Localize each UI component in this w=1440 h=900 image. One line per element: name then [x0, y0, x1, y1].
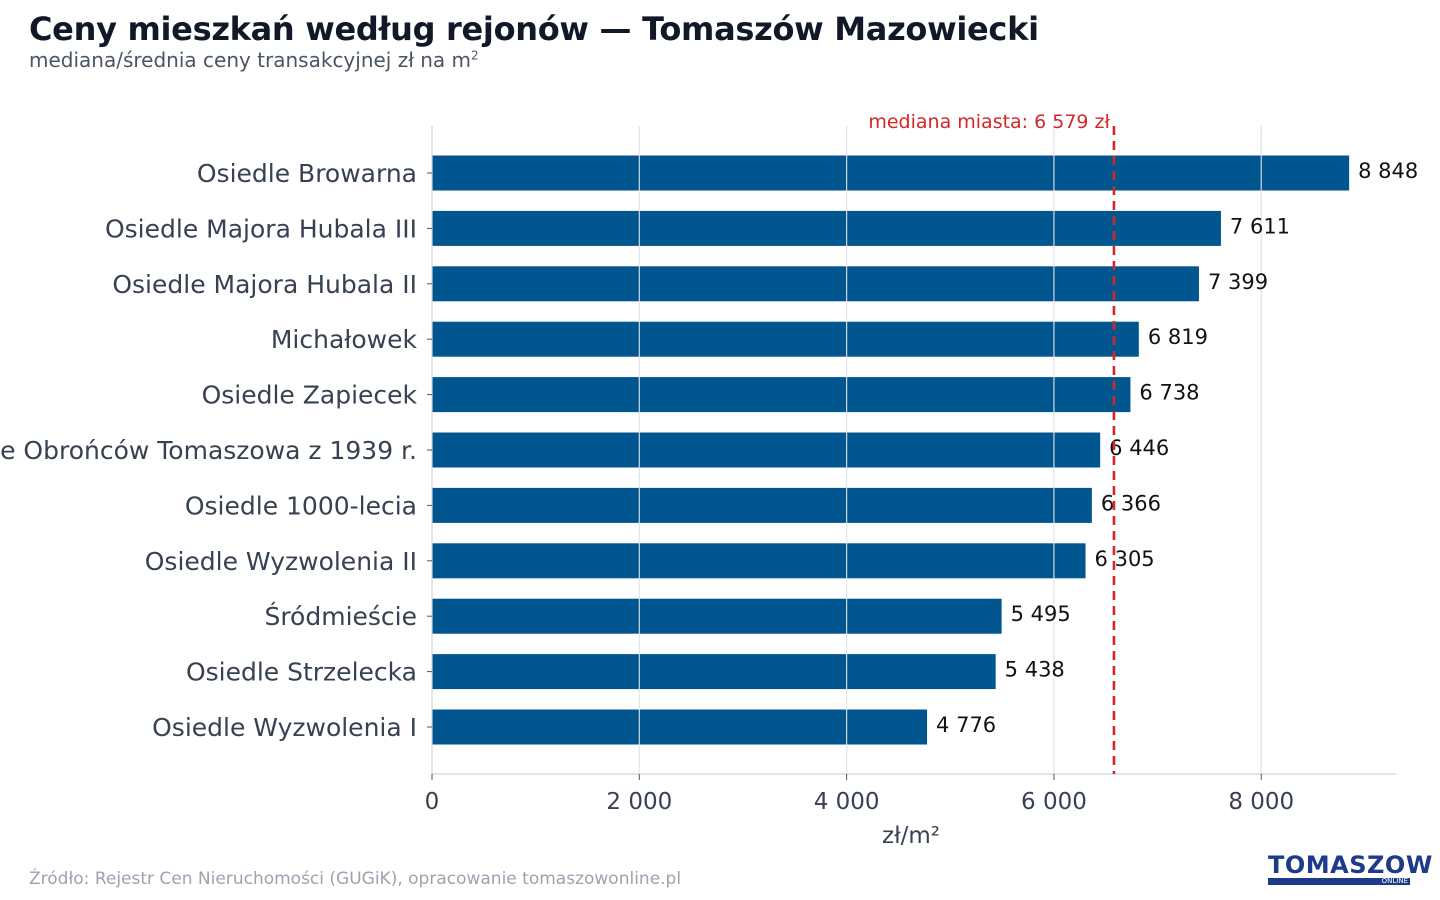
category-label-2: Osiedle Majora Hubala II [112, 270, 417, 299]
labels-layer: Osiedle Browarna 8 848 Osiedle Majora Huba… [0, 159, 1418, 815]
bar-10 [432, 709, 928, 745]
reference-layer: mediana miasta: 6 579 zł [868, 111, 1116, 774]
reference-line-label: mediana miasta: 6 579 zł [868, 111, 1110, 133]
bar-6 [432, 487, 1092, 523]
x-tick-label-4: 8 000 [1228, 789, 1294, 815]
logo: TOMASZOW ONLINE [1268, 852, 1432, 886]
x-axis-label: zł/m² [882, 823, 940, 849]
value-label-7: 6 305 [1095, 547, 1155, 571]
source-note: Źródło: Rejestr Cen Nieruchomości (GUGiK… [29, 869, 682, 889]
bar-5 [432, 432, 1101, 468]
x-tick-label-3: 6 000 [1021, 789, 1087, 815]
category-label-9: Osiedle Strzelecka [186, 658, 417, 687]
bar-7 [432, 543, 1086, 579]
subtitle-text: mediana/średnia ceny transakcyjnej zł na… [29, 48, 472, 72]
x-tick-label-1: 2 000 [606, 789, 672, 815]
category-label-5: Osiedle Obrońców Tomaszowa z 1939 r. [0, 436, 417, 465]
value-label-5: 6 446 [1109, 436, 1169, 460]
category-label-6: Osiedle 1000-lecia [185, 491, 417, 520]
logo-subtext: ONLINE [1381, 877, 1408, 885]
value-label-1: 7 611 [1230, 214, 1290, 238]
value-label-0: 8 848 [1358, 159, 1418, 183]
category-label-4: Osiedle Zapiecek [202, 381, 418, 410]
logo-text: TOMASZOW [1268, 851, 1433, 879]
category-label-10: Osiedle Wyzwolenia I [152, 713, 417, 742]
value-label-6: 6 366 [1101, 491, 1161, 515]
category-label-1: Osiedle Majora Hubala III [105, 214, 417, 243]
bar-2 [432, 266, 1199, 302]
x-tick-label-0: 0 [425, 789, 440, 815]
value-label-2: 7 399 [1208, 270, 1268, 294]
category-label-7: Osiedle Wyzwolenia II [145, 547, 417, 576]
x-tick-label-2: 4 000 [814, 789, 880, 815]
value-label-4: 6 738 [1139, 381, 1199, 405]
chart-title: Ceny mieszkań według rejonów — Tomaszów … [29, 10, 1039, 48]
axis-layer [427, 126, 1396, 780]
subtitle-superscript: 2 [471, 48, 479, 63]
bar-8 [432, 598, 1002, 634]
bar-1 [432, 210, 1221, 246]
value-label-10: 4 776 [936, 713, 996, 737]
category-label-3: Michałowek [271, 325, 418, 354]
bar-3 [432, 321, 1139, 357]
value-label-9: 5 438 [1005, 658, 1065, 682]
bar-0 [432, 155, 1350, 191]
bar-9 [432, 654, 996, 690]
category-label-0: Osiedle Browarna [197, 159, 417, 188]
bars-layer [432, 126, 1350, 774]
value-label-8: 5 495 [1011, 602, 1071, 626]
category-label-8: Śródmieście [264, 601, 417, 631]
bar-4 [432, 377, 1131, 413]
chart-subtitle: mediana/średnia ceny transakcyjnej zł na… [29, 48, 479, 72]
logo-bar [1268, 878, 1410, 885]
value-label-3: 6 819 [1148, 325, 1208, 349]
